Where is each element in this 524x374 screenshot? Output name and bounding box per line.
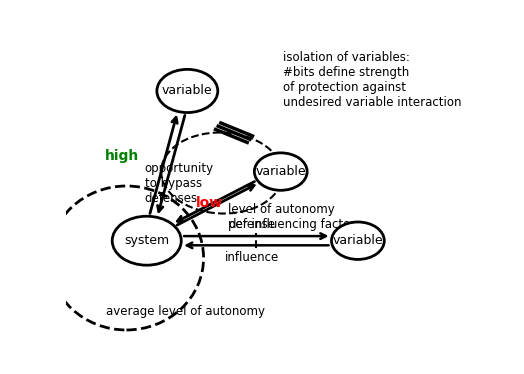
Text: variable: variable (162, 85, 213, 98)
Text: low: low (196, 196, 223, 210)
Text: average level of autonomy: average level of autonomy (106, 305, 265, 318)
Text: level of autonomy
per influencing factor: level of autonomy per influencing factor (228, 203, 355, 231)
Text: defense: defense (229, 218, 276, 231)
Circle shape (332, 222, 384, 260)
Text: influence: influence (225, 251, 279, 264)
Text: variable: variable (333, 234, 383, 247)
Circle shape (254, 153, 307, 190)
Text: high: high (105, 149, 139, 163)
Circle shape (157, 69, 218, 113)
Text: system: system (124, 234, 169, 247)
Text: variable: variable (255, 165, 306, 178)
Text: opportunity
to bypass
defenses: opportunity to bypass defenses (145, 162, 214, 205)
Circle shape (112, 216, 181, 265)
Text: isolation of variables:
#bits define strength
of protection against
undesired va: isolation of variables: #bits define str… (283, 50, 461, 108)
